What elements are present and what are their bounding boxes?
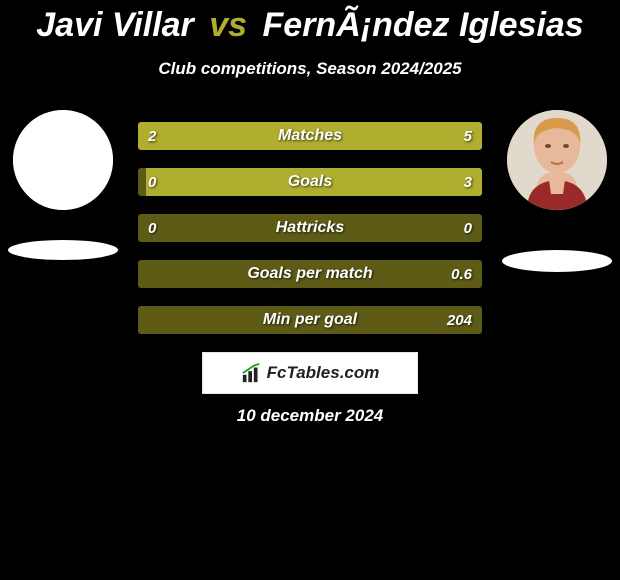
logo-box: FcTables.com <box>202 352 418 394</box>
player1-avatar <box>13 110 113 210</box>
stat-row: 204Min per goal <box>138 306 482 334</box>
vs-separator: vs <box>209 6 247 44</box>
player2-name: FernÃ¡ndez Iglesias <box>263 6 584 44</box>
person-icon <box>507 110 607 210</box>
player-right <box>502 110 612 272</box>
player-left <box>8 110 118 260</box>
stat-label: Goals <box>138 173 482 191</box>
date-text: 10 december 2024 <box>0 406 620 426</box>
stat-row: 0.6Goals per match <box>138 260 482 288</box>
silhouette-icon <box>13 110 113 210</box>
player1-shadow <box>8 240 118 260</box>
logo-text: FcTables.com <box>267 363 380 383</box>
page-title: Javi Villar vs FernÃ¡ndez Iglesias <box>0 0 620 45</box>
stat-label: Hattricks <box>138 219 482 237</box>
stat-label: Goals per match <box>138 265 482 283</box>
player2-avatar <box>507 110 607 210</box>
stat-label: Matches <box>138 127 482 145</box>
bar-chart-icon <box>241 362 263 384</box>
stat-row: 25Matches <box>138 122 482 150</box>
subtitle: Club competitions, Season 2024/2025 <box>0 59 620 79</box>
player2-shadow <box>502 250 612 272</box>
stat-label: Min per goal <box>138 311 482 329</box>
stats-container: 25Matches 03Goals 00Hattricks 0.6Goals per … <box>138 122 482 352</box>
stat-row: 03Goals <box>138 168 482 196</box>
stat-row: 00Hattricks <box>138 214 482 242</box>
player1-name: Javi Villar <box>36 6 194 44</box>
